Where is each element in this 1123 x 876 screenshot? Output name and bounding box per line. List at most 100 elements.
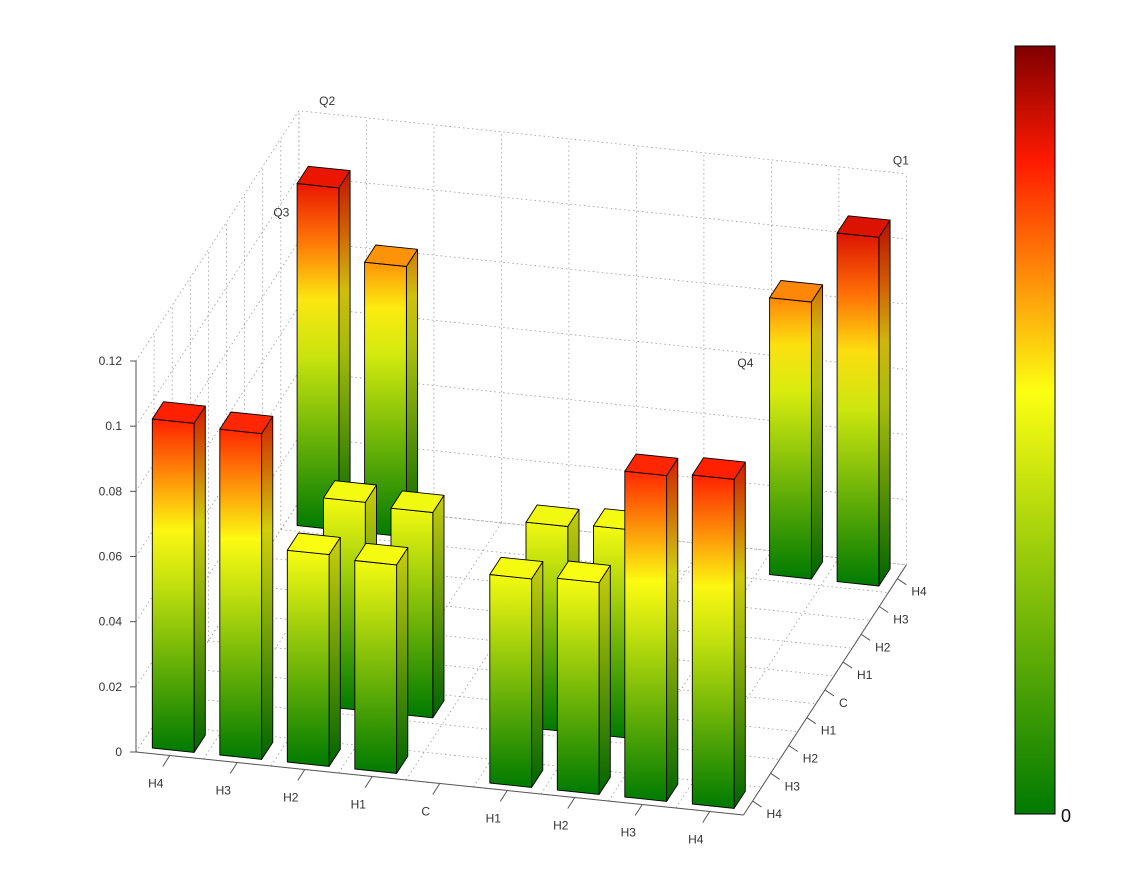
y-tick	[878, 606, 889, 613]
y-tick-label: H2	[875, 640, 891, 654]
y-tick-label: H1	[821, 724, 837, 738]
floor-grid-line	[244, 584, 853, 649]
z-tick-label: 0.04	[99, 615, 123, 629]
bar	[354, 542, 409, 774]
z-tick-label: 0.02	[99, 680, 123, 694]
bar-top-face	[286, 532, 341, 556]
bar-front-face	[489, 574, 533, 788]
bar-front-face	[286, 549, 330, 767]
bar-side-face	[598, 564, 611, 795]
corner-label: Q3	[273, 205, 289, 219]
bar-side-face	[666, 457, 679, 802]
bar	[489, 556, 544, 788]
wall-grid-line	[135, 175, 907, 427]
x-tick	[702, 811, 711, 823]
bar-front-face	[769, 297, 812, 580]
y-tick	[824, 689, 835, 697]
bar-top-face	[691, 457, 746, 480]
bar-front-face	[219, 428, 263, 760]
x-tick-label: H3	[621, 826, 637, 840]
bar-top-face	[624, 453, 679, 477]
corner-label: Q4	[737, 356, 753, 370]
bar	[624, 453, 679, 802]
wall-grid-line	[135, 110, 907, 362]
x-tick-label: H2	[553, 819, 569, 833]
bar-top-face	[390, 490, 445, 513]
bar-front-face	[296, 183, 340, 531]
bar-top-face	[364, 244, 419, 267]
floor-grid-line	[280, 529, 889, 593]
y-tick	[770, 772, 780, 780]
bar-top-face	[525, 504, 580, 527]
bar-side-face	[193, 405, 206, 753]
bar-side-face	[328, 536, 341, 767]
y-tick	[860, 633, 871, 641]
y-tick-label: H2	[803, 752, 819, 766]
bar	[836, 215, 891, 587]
x-tick-label: H4	[688, 833, 704, 847]
x-tick-label: C	[421, 805, 430, 819]
x-tick	[162, 755, 171, 767]
bar	[769, 280, 824, 580]
bar-front-face	[151, 418, 195, 753]
bars	[151, 165, 891, 809]
x-tick-label: H1	[486, 812, 502, 826]
z-tick-label: 0.1	[105, 419, 122, 433]
bar-side-face	[878, 219, 891, 587]
bar-top-face	[489, 556, 544, 580]
floor-grid-line	[262, 557, 871, 621]
bar-front-face	[624, 470, 668, 802]
bar-top-face	[219, 411, 274, 435]
y-tick	[788, 745, 799, 752]
x-tick	[364, 776, 373, 788]
bar	[296, 165, 351, 531]
bar-side-face	[810, 284, 824, 580]
corner-label: Q2	[319, 94, 335, 108]
bar	[691, 457, 746, 809]
bar	[364, 244, 419, 538]
y-tick-label: H1	[857, 668, 873, 682]
y-tick-label: H4	[911, 585, 927, 599]
z-tick-label: 0.08	[99, 484, 123, 498]
bar-top-face	[836, 215, 891, 238]
bar	[556, 560, 611, 795]
colorbar: 0	[1014, 45, 1071, 826]
bar-top-face	[769, 280, 824, 303]
bar-front-face	[691, 474, 735, 809]
y-tick-label: H3	[785, 779, 801, 793]
x-tick-label: H4	[148, 777, 164, 791]
axis-lines	[130, 360, 907, 823]
corner-label: Q1	[893, 154, 909, 168]
y-tick	[806, 717, 817, 725]
bar-side-face	[396, 547, 409, 774]
y-tick	[897, 578, 907, 586]
x-tick	[634, 804, 643, 816]
bar-top-face	[151, 401, 206, 424]
bar-side-face	[531, 561, 544, 788]
bar-front-face	[556, 577, 600, 795]
bar	[286, 532, 341, 767]
bar-side-face	[338, 170, 351, 531]
x-tick	[432, 783, 441, 795]
bar	[219, 411, 274, 760]
x-tick	[499, 790, 508, 802]
bar-top-face	[296, 165, 351, 189]
y-tick-label: H3	[893, 613, 909, 627]
bar-front-face	[354, 560, 398, 774]
z-tick-label: 0.06	[99, 550, 123, 564]
y-tick	[752, 800, 762, 808]
bar-side-face	[432, 494, 445, 719]
bar-top-face	[354, 542, 409, 566]
bar-top-face	[323, 480, 377, 503]
bar-top-face	[556, 560, 611, 584]
x-tick-label: H2	[283, 791, 299, 805]
y-tick	[842, 661, 853, 669]
x-tick-label: H3	[216, 784, 232, 798]
z-tick-label: 0.12	[99, 354, 123, 368]
bar-side-face	[733, 461, 746, 809]
x-tick	[567, 797, 576, 809]
bar-side-face	[261, 415, 274, 760]
x-tick	[229, 762, 238, 774]
